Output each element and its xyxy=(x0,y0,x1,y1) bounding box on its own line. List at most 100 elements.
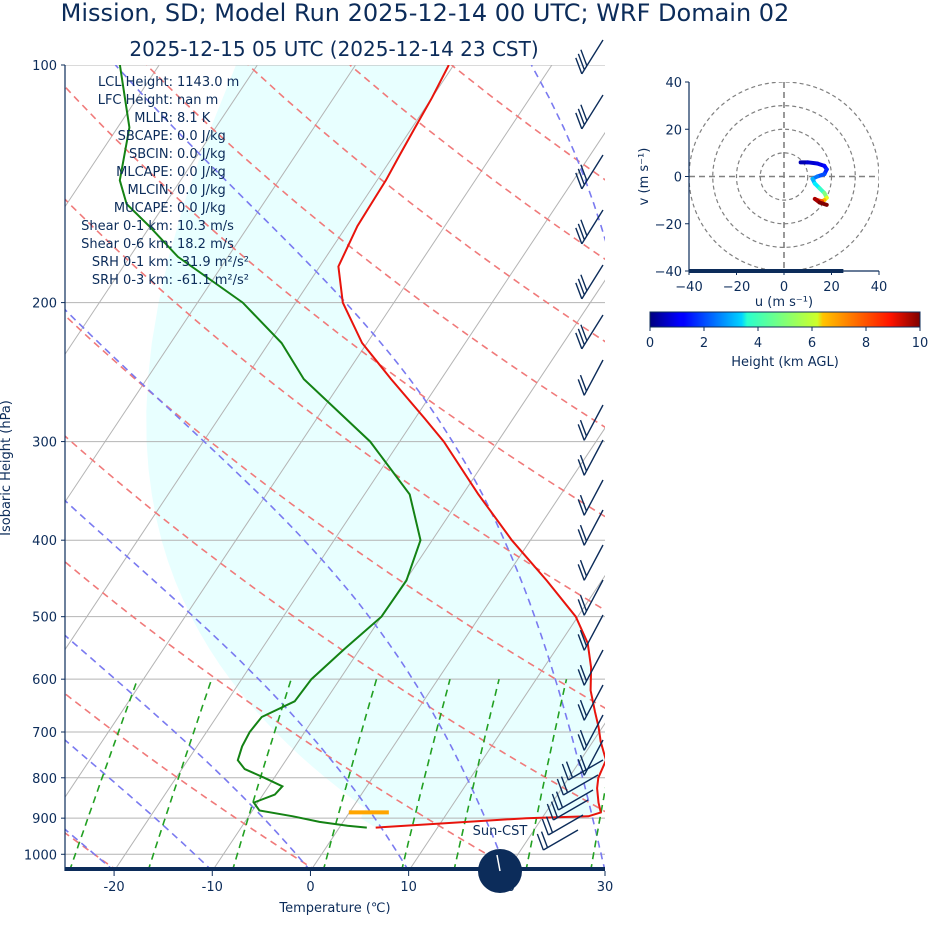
barb-staff xyxy=(583,649,604,686)
sun-label: Sun-CST xyxy=(473,824,528,839)
barb-flag xyxy=(577,168,586,186)
barb-flag xyxy=(580,219,588,237)
hodo-y-tick-label: 0 xyxy=(674,171,682,186)
barb-flag xyxy=(580,49,588,67)
barb-flag xyxy=(551,793,560,811)
barb-flag xyxy=(556,778,565,796)
barb-staff xyxy=(581,209,604,245)
y-tick-label: 900 xyxy=(32,812,57,827)
stat-label: SRH 0-1 km: xyxy=(92,255,173,270)
mixing-ratio-line xyxy=(400,678,451,871)
colorbar-tick-label: 6 xyxy=(808,336,816,351)
y-tick-label: 400 xyxy=(32,534,57,549)
sun-clock: Sun-CST xyxy=(473,824,528,893)
barb-flag xyxy=(579,754,588,772)
subtitle: 2025-12-15 05 UTC (2025-12-14 23 CST) xyxy=(129,37,538,61)
y-tick-label: 100 xyxy=(32,59,57,74)
barb-flag xyxy=(540,831,549,848)
y-axis-label: Isobaric Height (hPa) xyxy=(0,400,14,536)
isotherm-line xyxy=(113,131,605,871)
barb-staff xyxy=(583,684,604,721)
barb-flag xyxy=(579,374,588,392)
hodograph-ring xyxy=(712,105,856,248)
mixing-ratio-line xyxy=(589,786,605,871)
hodograph-rings xyxy=(689,82,879,271)
x-axis-bar xyxy=(65,867,605,871)
barb-staff xyxy=(553,799,589,821)
stat-value: 0.0 J/kg xyxy=(177,183,226,198)
hodo-x-tick-label: 0 xyxy=(780,280,788,295)
barb-flag xyxy=(580,104,588,122)
stat-label: Shear 0-1 km: xyxy=(81,219,173,234)
isotherm-line xyxy=(310,427,605,871)
stat-value: 0.0 J/kg xyxy=(177,147,226,162)
hodo-y-tick-label: 40 xyxy=(665,76,682,91)
isotherm-line xyxy=(506,722,605,871)
mixing-ratio-line xyxy=(638,679,671,871)
barb-flag xyxy=(536,833,545,851)
stat-label: Shear 0-6 km: xyxy=(81,237,173,252)
barb-staff xyxy=(583,439,604,476)
mixing-ratio-lines xyxy=(68,678,671,871)
colorbar-tick-label: 0 xyxy=(646,336,654,351)
barb-flag xyxy=(575,227,583,245)
isotherm-line xyxy=(408,574,605,871)
isotherm-line xyxy=(65,65,455,651)
barb-staff xyxy=(558,789,594,811)
barb-staff xyxy=(583,359,604,396)
stat-value: 8.1 K xyxy=(177,111,211,126)
barb-staff xyxy=(583,579,604,616)
barb-flag xyxy=(575,57,583,75)
barb-flag xyxy=(555,791,564,808)
mixing-ratio-line xyxy=(525,679,568,871)
moist-adiabat xyxy=(65,499,410,871)
isotherm-line xyxy=(801,65,928,871)
barb-flag xyxy=(550,801,559,818)
hodo-x-tick-label: −20 xyxy=(723,280,750,295)
y-tick-label: 300 xyxy=(32,436,57,451)
barb-staff xyxy=(581,154,604,190)
hodo-y-label: v (m s⁻¹) xyxy=(637,148,652,206)
barb-flag xyxy=(579,664,588,682)
barb-flag xyxy=(575,282,583,300)
barb-flag xyxy=(575,172,583,190)
barb-flag xyxy=(577,424,585,441)
moist-adiabat xyxy=(65,308,508,871)
barb-flag xyxy=(560,776,569,793)
hodograph-axes: −40 −20 0 20 40 40 20 0 −20 −40 u (m s⁻¹) v (m s⁻¹) xyxy=(637,76,887,310)
barb-flag xyxy=(580,324,588,342)
stat-value: 0.0 J/kg xyxy=(177,165,226,180)
y-tick-label: 200 xyxy=(32,297,57,312)
isotherm-line xyxy=(211,279,605,871)
height-colorbar: 0 2 4 6 8 10 Height (km AGL) xyxy=(646,311,928,370)
hodograph: −40 −20 0 20 40 40 20 0 −20 −40 u (m s⁻¹) v (m s⁻¹) xyxy=(637,76,887,310)
y-tick-label: 500 xyxy=(32,611,57,626)
barb-flag xyxy=(579,454,588,472)
barb-flag xyxy=(580,164,588,182)
stat-value: -61.1 m²/s² xyxy=(177,273,249,288)
barb-flag xyxy=(577,499,585,516)
moist-adiabat xyxy=(114,65,605,871)
wind-barbs xyxy=(536,39,604,851)
barb-staff xyxy=(581,94,604,130)
skew-axes: 100 200 300 400 500 600 700 800 900 1000 -20 -10 0 10… xyxy=(0,59,613,916)
barb-staff xyxy=(581,264,604,300)
stat-value: nan m xyxy=(177,93,218,108)
barb-flag xyxy=(579,494,588,512)
moist-adiabat xyxy=(65,634,312,871)
hodo-x-tick-label: −40 xyxy=(675,280,702,295)
stat-label: MLCIN: xyxy=(128,183,173,198)
stat-value: 0.0 J/kg xyxy=(177,129,226,144)
barb-flag xyxy=(579,524,588,542)
dewpoint-profile xyxy=(118,65,422,829)
hodograph-trace xyxy=(798,160,829,207)
barb-flag xyxy=(541,818,550,836)
isotherm-line xyxy=(65,65,258,356)
mixing-ratio-line xyxy=(68,678,139,871)
barb-staff xyxy=(583,479,604,516)
hodo-x-tick-label: 40 xyxy=(871,280,888,295)
y-tick-label: 800 xyxy=(32,772,57,787)
isotherm-line xyxy=(65,65,356,503)
